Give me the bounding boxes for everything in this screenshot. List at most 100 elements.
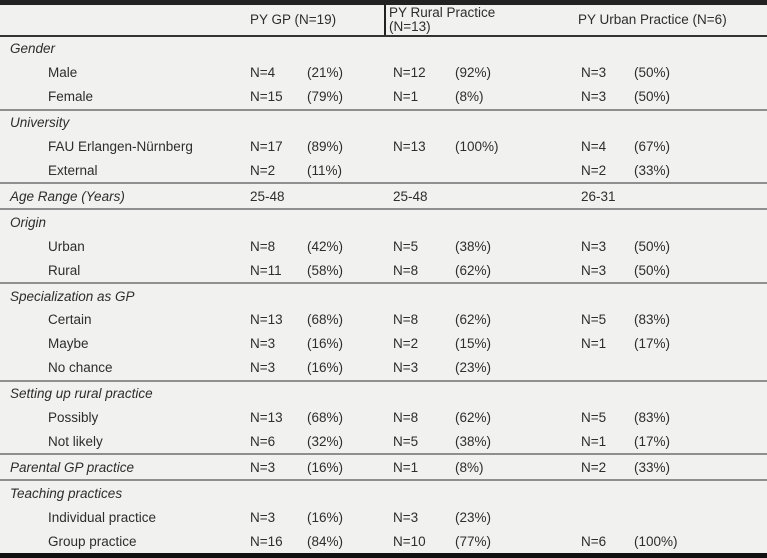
row-label: Specialization as GP <box>10 288 135 304</box>
rural-n-value: N=3 <box>393 509 419 525</box>
gp-pct-value: (84%) <box>307 533 344 549</box>
rural-pct-value: (38%) <box>455 433 492 449</box>
row-label: Teaching practices <box>10 485 123 501</box>
row-label: FAU Erlangen-Nürnberg <box>48 139 193 155</box>
gp-n-value: N=3 <box>250 336 276 352</box>
table-row: Individual practice N=3 (16%) N=3 (23%) <box>0 505 767 529</box>
gp-n-value: N=3 <box>250 360 276 376</box>
urban-pct-value: (50%) <box>634 89 671 105</box>
urban-n-value: N=4 <box>581 139 607 155</box>
urban-n-value: N=2 <box>581 459 607 475</box>
row-label: University <box>10 115 70 131</box>
row-label: Maybe <box>48 336 89 352</box>
urban-n-value: N=3 <box>581 262 607 278</box>
row-label: Group practice <box>48 533 137 549</box>
rural-pct-value: (77%) <box>455 533 492 549</box>
gp-pct-value: (68%) <box>307 312 344 328</box>
rural-pct-value: (23%) <box>455 509 492 525</box>
rural-pct-value: (62%) <box>455 410 492 426</box>
table-body: Gender Male N=4 (21%) N=12 (92%) N=3 (50… <box>0 37 767 553</box>
gp-n-value: N=11 <box>250 262 282 278</box>
rural-n-value: N=8 <box>393 262 419 278</box>
rural-n-value: N=10 <box>393 533 426 549</box>
row-label: Setting up rural practice <box>10 386 153 402</box>
urban-n-value: N=1 <box>581 433 607 449</box>
row-label: Rural <box>48 262 81 278</box>
table-row: Specialization as GP <box>0 284 767 308</box>
rural-pct-value: (100%) <box>455 139 499 155</box>
gp-n-value: N=3 <box>250 509 276 525</box>
rural-pct-value: (62%) <box>455 262 492 278</box>
urban-pct-value: (100%) <box>634 533 678 549</box>
gp-n-value: N=16 <box>250 533 283 549</box>
gp-pct-value: (79%) <box>307 89 344 105</box>
rural-n-value: N=13 <box>393 139 426 155</box>
rural-pct-value: (8%) <box>455 89 484 105</box>
table-row: Female N=15 (79%) N=1 (8%) N=3 (50%) <box>0 85 767 111</box>
rural-pct-value: (23%) <box>455 360 492 376</box>
table-header-row: PY GP (N=19) PY Rural Practice (N=13) PY… <box>0 5 767 37</box>
rural-n-value: N=3 <box>393 360 419 376</box>
rural-pct-value: (8%) <box>455 459 484 475</box>
rural-pct-value: (15%) <box>455 336 492 352</box>
gp-n-value: N=15 <box>250 89 283 105</box>
rural-pct-value: (38%) <box>455 238 492 254</box>
table-row: University <box>0 111 767 135</box>
gp-pct-value: (21%) <box>307 65 344 81</box>
table-row: Rural N=11 (58%) N=8 (62%) N=3 (50%) <box>0 258 767 285</box>
row-label: Age Range (Years) <box>10 188 125 204</box>
gp-n-value: N=4 <box>250 65 276 81</box>
urban-pct-value: (33%) <box>634 162 671 178</box>
row-label: Male <box>48 65 78 81</box>
gp-pct-value: (16%) <box>307 360 344 376</box>
urban-n-value: N=3 <box>581 65 607 81</box>
table-row: Gender <box>0 37 767 61</box>
table-row: Male N=4 (21%) N=12 (92%) N=3 (50%) <box>0 61 767 85</box>
urban-n-value: N=5 <box>581 410 607 426</box>
table-row: Teaching practices <box>0 481 767 505</box>
column-header-py-rural-practice: PY Rural Practice (N=13) <box>389 5 496 34</box>
rural-n-value: N=5 <box>393 433 419 449</box>
gp-pct-value: (58%) <box>307 262 344 278</box>
gp-n-value: N=13 <box>250 410 283 426</box>
urban-pct-value: (83%) <box>634 312 671 328</box>
rural-n-value: N=5 <box>393 238 419 254</box>
table-row: Group practice N=16 (84%) N=10 (77%) N=6… <box>0 529 767 553</box>
rural-pct-value: (62%) <box>455 312 492 328</box>
table-row: FAU Erlangen-Nürnberg N=17 (89%) N=13 (1… <box>0 135 767 159</box>
table-row: Setting up rural practice <box>0 382 767 406</box>
urban-n-value: N=2 <box>581 162 607 178</box>
table-row: Possibly N=13 (68%) N=8 (62%) N=5 (83%) <box>0 406 767 430</box>
row-label: Not likely <box>48 433 103 449</box>
gp-pct-value: (32%) <box>307 433 344 449</box>
header-divider-line <box>384 5 386 35</box>
column-header-py-gp: PY GP (N=19) <box>250 12 337 27</box>
gp-n-value: N=17 <box>250 139 283 155</box>
table-row: External N=2 (11%) N=2 (33%) <box>0 159 767 185</box>
gp-n-value: N=3 <box>250 459 276 475</box>
gp-pct-value: (11%) <box>307 162 343 178</box>
rural-n-value: N=1 <box>393 89 419 105</box>
rural-n-value: 25-48 <box>393 188 428 204</box>
gp-pct-value: (16%) <box>307 336 344 352</box>
row-label: Urban <box>48 238 85 254</box>
column-header-py-urban-practice: PY Urban Practice (N=6) <box>578 12 727 27</box>
rural-n-value: N=8 <box>393 410 419 426</box>
urban-pct-value: (33%) <box>634 459 671 475</box>
urban-n-value: N=6 <box>581 533 607 549</box>
row-label: Individual practice <box>48 509 157 525</box>
urban-n-value: N=5 <box>581 312 607 328</box>
gp-n-value: N=6 <box>250 433 276 449</box>
row-label: Parental GP practice <box>10 459 135 475</box>
gp-pct-value: (16%) <box>307 459 344 475</box>
table-row: Maybe N=3 (16%) N=2 (15%) N=1 (17%) <box>0 332 767 356</box>
row-label: External <box>48 162 98 178</box>
gp-pct-value: (42%) <box>307 238 344 254</box>
row-label: Origin <box>10 214 47 230</box>
rural-n-value: N=1 <box>393 459 419 475</box>
urban-pct-value: (17%) <box>634 336 671 352</box>
urban-pct-value: (50%) <box>634 65 671 81</box>
row-label: No chance <box>48 360 113 376</box>
urban-n-value: 26-31 <box>581 188 616 204</box>
